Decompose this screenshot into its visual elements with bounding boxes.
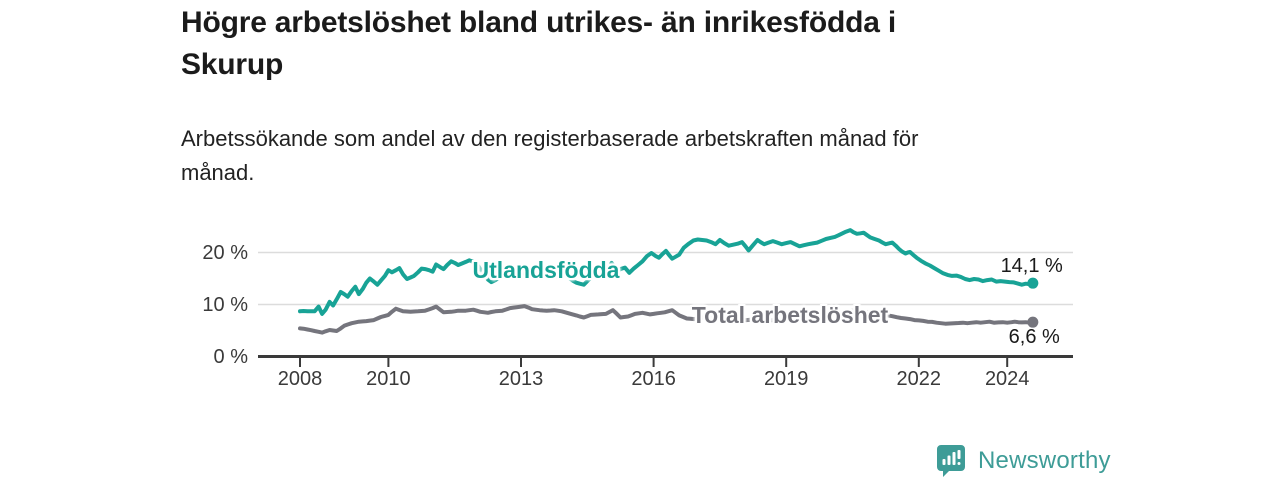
page-title-line-1: Högre arbetslöshet bland utrikes- än inr… xyxy=(181,6,896,39)
series-end-label-total: 6,6 % xyxy=(1008,326,1060,349)
x-tick-label-2010: 2010 xyxy=(366,367,411,390)
newsworthy-logo-text: Newsworthy xyxy=(978,447,1111,474)
series-label-utlandsfodda: Utlandsfödda xyxy=(472,257,620,283)
series-line-utlandsfodda xyxy=(298,228,1035,316)
y-tick-label-0: 0 % xyxy=(213,345,248,368)
page-title-line-2: Skurup xyxy=(181,48,284,81)
x-tick-label-2016: 2016 xyxy=(631,367,676,390)
series-label-total: Total arbetslöshet xyxy=(691,302,889,328)
bar-chart-speech-bubble-icon xyxy=(937,445,965,477)
x-tick-label-2019: 2019 xyxy=(763,367,809,390)
x-tick-label-2022: 2022 xyxy=(896,367,942,390)
x-tick-label-2013: 2013 xyxy=(498,367,544,390)
series-end-dot-total xyxy=(1027,316,1039,328)
y-tick-label-10: 10 % xyxy=(202,293,248,316)
chart-subtitle-line-2: månad. xyxy=(181,160,255,185)
x-tick-label-2008: 2008 xyxy=(277,367,323,390)
chart-subtitle: Arbetssökande som andel av den registerb… xyxy=(181,122,1041,190)
x-tick-label-2024: 2024 xyxy=(984,367,1030,390)
newsworthy-logo[interactable]: Newsworthy xyxy=(936,445,1111,477)
chart-subtitle-line-1: Arbetssökande som andel av den registerb… xyxy=(181,126,919,151)
series-end-dot-utlandsfodda xyxy=(1027,277,1039,289)
y-tick-label-20: 20 % xyxy=(202,241,248,264)
series-line-total xyxy=(298,304,1035,335)
series-end-label-utlandsfodda: 14,1 % xyxy=(1000,255,1063,278)
page-title: Högre arbetslöshet bland utrikes- än inr… xyxy=(181,2,1101,86)
